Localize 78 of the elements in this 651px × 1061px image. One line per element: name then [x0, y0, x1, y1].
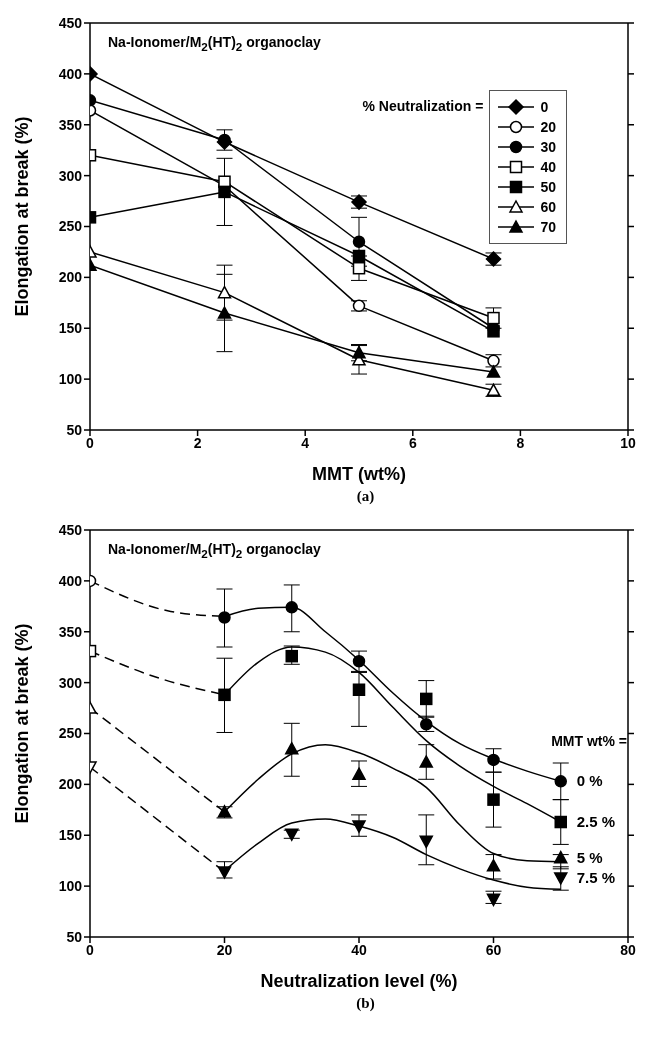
x-axis-title: Neutralization level (%)	[260, 971, 458, 991]
point	[352, 683, 366, 696]
x-tick-label: 6	[408, 434, 417, 451]
y-tick-label: 200	[58, 776, 83, 793]
point	[218, 175, 231, 188]
y-tick-label: 100	[58, 878, 83, 895]
y-tick-label: 150	[58, 827, 83, 844]
point	[487, 793, 500, 806]
y-tick-label: 400	[58, 65, 83, 82]
y-tick-label: 450	[58, 14, 83, 31]
point	[352, 767, 366, 780]
point	[285, 601, 298, 614]
point	[554, 850, 568, 864]
y-tick-label: 300	[58, 167, 83, 184]
point	[217, 306, 232, 319]
x-tick-label: 20	[216, 941, 233, 958]
legend-label: 7.5 %	[576, 868, 616, 886]
y-tick-label: 50	[66, 421, 83, 438]
annotation: Na-Ionomer/M$_{2}$(HT)$_{2}$ organoclay	[108, 34, 321, 53]
legend-label: 20	[540, 119, 556, 135]
x-axis-title: MMT (wt%)	[312, 464, 406, 484]
point	[420, 692, 433, 706]
y-tick-label: 150	[58, 320, 83, 337]
y-tick-label: 350	[58, 116, 83, 133]
x-tick-label: 40	[351, 941, 367, 958]
y-tick-label: 300	[58, 674, 83, 691]
y-tick-label: 50	[66, 928, 83, 945]
point	[352, 249, 366, 263]
y-tick-label: 400	[58, 572, 83, 589]
point	[285, 742, 299, 755]
legend-label: 0 %	[576, 772, 603, 790]
x-tick-label: 0	[86, 941, 95, 958]
point	[487, 753, 500, 767]
point	[554, 872, 568, 885]
point	[352, 655, 366, 668]
x-tick-label: 2	[193, 434, 202, 451]
point	[486, 859, 501, 872]
point	[486, 365, 501, 378]
point	[218, 185, 231, 199]
point	[218, 688, 231, 702]
x-tick-label: 60	[485, 941, 502, 958]
point	[285, 649, 298, 663]
legend-label: 40	[540, 159, 556, 175]
x-tick-label: 4	[301, 434, 310, 451]
x-tick-label: 10	[620, 434, 636, 451]
point	[352, 820, 366, 833]
point	[487, 311, 500, 325]
text: (a)	[356, 488, 375, 504]
point	[554, 775, 567, 788]
series-label: 2.5 %	[576, 813, 616, 831]
point	[352, 261, 366, 275]
y-axis-title: Elongation at break (%)	[12, 116, 33, 317]
text: (b)	[356, 995, 375, 1011]
y-tick-label: 250	[58, 725, 83, 742]
x-tick-label: 80	[620, 941, 636, 958]
point	[218, 611, 231, 624]
series-label: 5 %	[576, 848, 603, 866]
x-tick-label: 8	[516, 434, 525, 451]
legend-label: 30	[540, 139, 556, 155]
point	[419, 755, 433, 768]
y-tick-label: 250	[58, 218, 83, 235]
legend-title: MMT wt% =	[551, 733, 627, 749]
point	[554, 815, 567, 829]
legend-label: 50	[540, 179, 556, 195]
y-tick-label: 450	[58, 521, 83, 538]
legend-label: 0	[540, 99, 549, 115]
point	[352, 235, 366, 249]
y-tick-label: 200	[58, 269, 83, 286]
legend-label: 60	[540, 199, 556, 215]
point	[217, 285, 232, 299]
y-axis-title: Elongation at break (%)	[12, 623, 33, 824]
x-tick-label: 0	[86, 434, 95, 451]
point	[419, 835, 433, 849]
y-tick-label: 350	[58, 623, 83, 640]
y-tick-label: 100	[58, 371, 83, 388]
legend-label: 70	[540, 219, 556, 235]
legend-title: % Neutralization =	[362, 98, 484, 114]
annotation: Na-Ionomer/M$_{2}$(HT)$_{2}$ organoclay	[108, 541, 321, 560]
